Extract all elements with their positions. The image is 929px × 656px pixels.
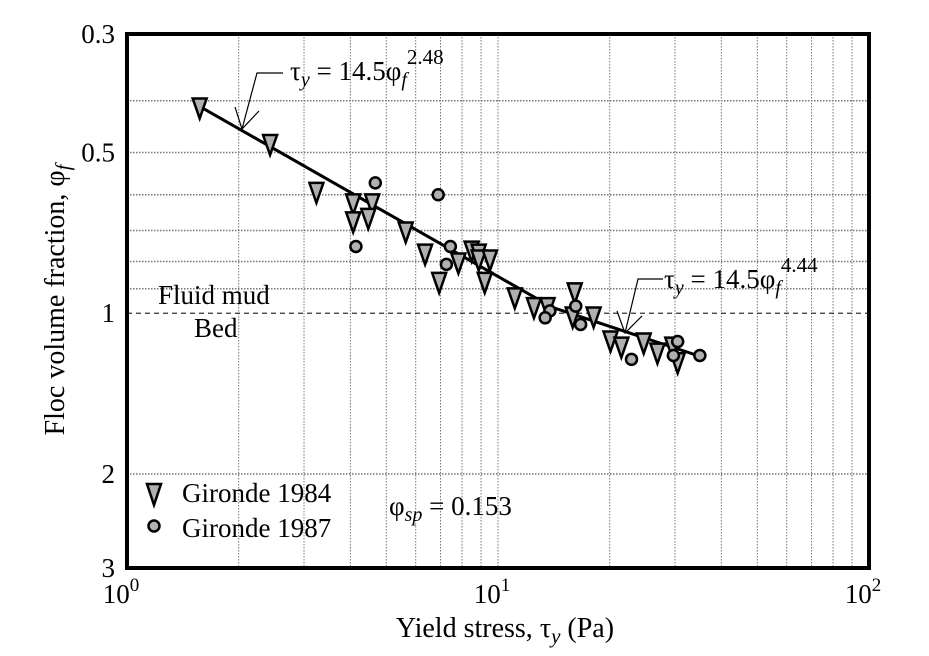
data-point-1984 [584,306,603,332]
data-point-1987 [568,299,583,313]
data-point-1987 [431,188,445,202]
data-point-1984 [396,221,415,247]
data-point-1984 [475,271,494,297]
marks [190,97,707,378]
data-point-1987 [573,317,588,332]
y-tick-label: 3 [102,553,116,583]
legend-label-1987: Gironde 1987 [182,513,331,543]
data-point-1984 [648,342,667,368]
legend-label-1984: Gironde 1984 [182,478,332,508]
data-point-1984 [261,133,279,159]
fit-leader-1 [234,72,283,131]
data-point-1987 [439,257,454,272]
data-point-1984 [359,207,378,233]
data-point-1984 [449,252,468,278]
data-point-1987 [538,311,552,325]
data-point-1987 [693,348,707,363]
fit-label-2: τy = 14.5φf4.44 [664,253,818,299]
data-point-1984 [363,193,381,219]
data-point-1984 [469,249,488,275]
data-point-1984 [506,287,524,313]
data-point-1987 [666,348,681,363]
legend-triangle-icon [145,482,163,509]
y-tick-label: 0.5 [81,137,115,167]
data-point-1984 [565,282,584,308]
data-point-1984 [481,249,499,275]
y-tick-label: 1 [102,298,116,328]
data-point-1987 [349,239,363,254]
x-tick-label: 102 [845,575,882,609]
data-point-1984 [634,332,653,358]
data-point-1987 [670,334,685,349]
data-point-1984 [190,97,209,123]
data-point-1984 [430,271,448,297]
data-point-1984 [344,193,362,219]
grid [127,34,869,568]
data-point-1984 [525,296,543,322]
x-tick-label: 100 [103,575,140,609]
data-point-1987 [443,239,458,254]
data-point-1984 [344,211,362,237]
data-point-1987 [368,176,383,190]
bed-label: Bed [194,313,238,343]
phi-sp-annotation: φsp = 0.153 [389,491,512,526]
legend-circle-icon [147,519,161,533]
x-axis-label: Yield stress, τy (Pa) [396,613,614,648]
fit-leader-2 [616,278,663,335]
legend: Gironde 1984 Gironde 1987 [145,478,332,543]
data-point-1984 [612,336,631,362]
fluid-mud-label: Fluid mud [158,280,270,310]
y-tick-label: 0.3 [81,19,115,49]
y-axis-label: Floc volume fraction, φf [40,161,75,435]
data-point-1984 [416,243,434,269]
x-tick-label: 101 [474,575,511,609]
fit-label-1: τy = 14.5φf2.48 [290,45,444,91]
data-point-1984 [307,181,326,207]
plot-frame [125,32,871,570]
y-tick-label: 2 [102,459,116,489]
data-point-1987 [624,352,639,367]
